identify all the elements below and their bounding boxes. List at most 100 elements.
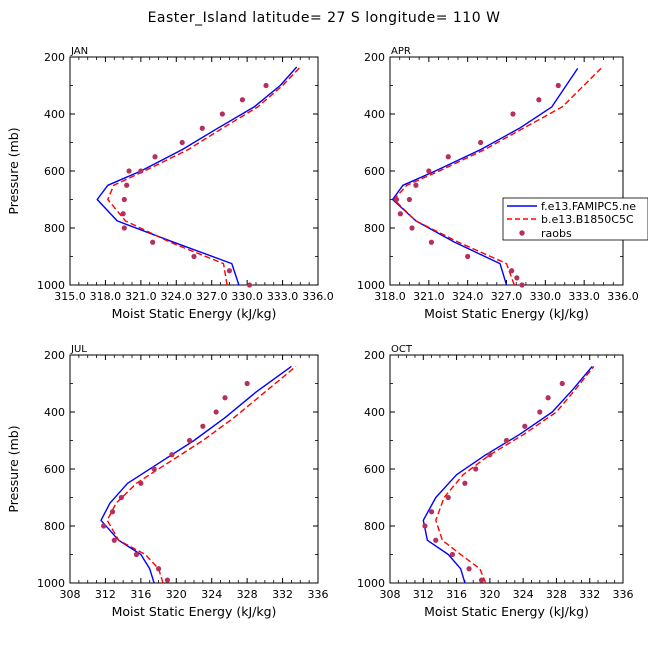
raobs-point-1-6	[397, 211, 403, 217]
raobs-point-3-9	[487, 452, 493, 458]
y-tick-label-2-3: 800	[44, 520, 65, 533]
x-tick-label-3-1: 312	[413, 588, 434, 601]
series-line-model-3	[422, 365, 593, 583]
series-line-coupled-3	[435, 365, 595, 583]
x-tick-label-1-2: 324.0	[452, 290, 484, 303]
raobs-point-2-5	[109, 509, 116, 515]
raobs-point-1-13	[510, 111, 516, 117]
plot-frame-1	[389, 56, 624, 286]
raobs-point-2-0	[164, 577, 171, 583]
x-tick-label-1-1: 321.0	[413, 290, 445, 303]
raobs-point-0-2	[191, 253, 197, 260]
raobs-point-3-3	[433, 537, 439, 543]
panel-title-3: OCT	[391, 344, 413, 355]
raobs-point-2-2	[133, 551, 140, 558]
raobs-point-1-5	[409, 225, 415, 231]
raobs-point-3-5	[429, 509, 435, 515]
y-tick-label-0-2: 600	[44, 165, 65, 178]
y-tick-label-3-2: 600	[364, 463, 385, 476]
x-tick-label-0-3: 324.0	[161, 290, 193, 303]
x-tick-label-2-0: 308	[60, 588, 81, 601]
raobs-point-1-12	[478, 139, 484, 146]
raobs-point-3-11	[522, 423, 528, 429]
x-tick-label-3-5: 328	[546, 588, 567, 601]
plot-frame-2	[69, 354, 319, 584]
y-tick-label-2-4: 1000	[37, 577, 65, 590]
panel-jan: JAN 315.0 318.0 321.0 324.0 327.0 330.0 333.0 33…	[6, 46, 334, 321]
y-tick-label-1-2: 600	[364, 165, 385, 178]
y-tick-label-2-1: 400	[44, 406, 65, 419]
x-tick-label-1-3: 327.0	[491, 290, 523, 303]
series-line-model-2	[100, 365, 292, 583]
x-tick-label-2-2: 316	[130, 588, 151, 601]
figure-title: Easter_Island latitude= 27 S longitude= …	[148, 10, 501, 26]
raobs-point-3-1	[466, 566, 472, 572]
raobs-point-0-14	[239, 97, 246, 103]
x-tick-label-1-5: 333.0	[568, 290, 600, 303]
raobs-point-3-12	[537, 409, 543, 415]
raobs-point-1-3	[465, 253, 471, 260]
x-tick-label-1-4: 330.0	[530, 290, 562, 303]
raobs-point-0-1	[226, 268, 233, 274]
y-axis-label-0: Pressure (mb)	[6, 127, 21, 214]
x-tick-label-0-5: 330.0	[231, 290, 263, 303]
raobs-point-2-11	[200, 423, 206, 429]
x-tick-label-3-7: 336	[613, 588, 634, 601]
x-axis-label-3: Moist Static Energy (kJ/kg)	[424, 604, 589, 619]
raobs-point-1-4	[428, 239, 435, 245]
x-axis-label-0: Moist Static Energy (kJ/kg)	[112, 306, 277, 321]
x-axis-label-1: Moist Static Energy (kJ/kg)	[424, 306, 589, 321]
x-tick-label-2-5: 328	[237, 588, 258, 601]
x-tick-label-3-0: 308	[380, 588, 401, 601]
raobs-point-0-10	[152, 154, 158, 160]
y-tick-label-3-3: 800	[364, 520, 385, 533]
raobs-point-0-4	[121, 225, 127, 231]
raobs-point-2-7	[138, 480, 144, 486]
panel-jul: JUL 308 312 316 320 324 328 332 336 200 400 600 800 1…	[6, 344, 329, 619]
raobs-point-2-12	[213, 409, 219, 415]
raobs-point-1-7	[393, 196, 400, 203]
x-tick-label-0-1: 318.0	[90, 290, 122, 303]
x-tick-label-2-3: 320	[166, 588, 187, 601]
raobs-point-1-10	[426, 168, 432, 174]
raobs-point-2-8	[151, 466, 157, 472]
raobs-point-3-4	[422, 523, 428, 529]
x-tick-label-3-3: 320	[479, 588, 500, 601]
raobs-point-3-2	[449, 551, 456, 558]
legend-label-1: b.e13.B1850C5C	[541, 213, 634, 226]
y-tick-label-0-0: 200	[44, 51, 65, 64]
raobs-point-1-15	[555, 82, 561, 89]
raobs-point-2-6	[118, 494, 124, 501]
panel-apr: APR 318.0 321.0 324.0 327.0 330.0 333.0 336.0 20…	[357, 46, 639, 321]
raobs-point-1-14	[536, 97, 542, 103]
x-tick-label-2-1: 312	[95, 588, 116, 601]
raobs-point-0-7	[124, 182, 130, 188]
y-tick-label-0-1: 400	[44, 108, 65, 121]
x-tick-label-0-4: 327.0	[196, 290, 228, 303]
raobs-point-0-3	[150, 239, 156, 245]
legend-marker	[519, 230, 525, 236]
y-tick-label-3-1: 400	[364, 406, 385, 419]
raobs-point-0-5	[120, 211, 126, 217]
series-line-coupled-0	[107, 66, 301, 285]
raobs-point-3-10	[503, 437, 510, 444]
x-tick-label-2-6: 332	[272, 588, 293, 601]
series-line-coupled-1	[393, 67, 602, 285]
y-tick-label-2-2: 600	[44, 463, 65, 476]
legend: f.e13.FAMIPC5.ne b.e13.B1850C5C raobs	[502, 197, 648, 241]
x-tick-label-1-6: 336.0	[607, 290, 639, 303]
raobs-point-3-0	[478, 577, 485, 583]
raobs-point-0-11	[179, 139, 185, 146]
legend-box	[502, 197, 648, 241]
raobs-point-2-4	[101, 523, 107, 529]
x-tick-label-0-7: 336.0	[302, 290, 334, 303]
series-line-model-0	[96, 66, 298, 285]
raobs-point-0-13	[219, 111, 225, 117]
y-tick-label-3-4: 1000	[357, 577, 385, 590]
raobs-point-0-0	[246, 282, 253, 288]
raobs-point-3-13	[545, 395, 551, 401]
raobs-point-0-9	[138, 168, 144, 174]
raobs-point-2-3	[111, 537, 117, 543]
raobs-point-2-14	[244, 380, 250, 387]
